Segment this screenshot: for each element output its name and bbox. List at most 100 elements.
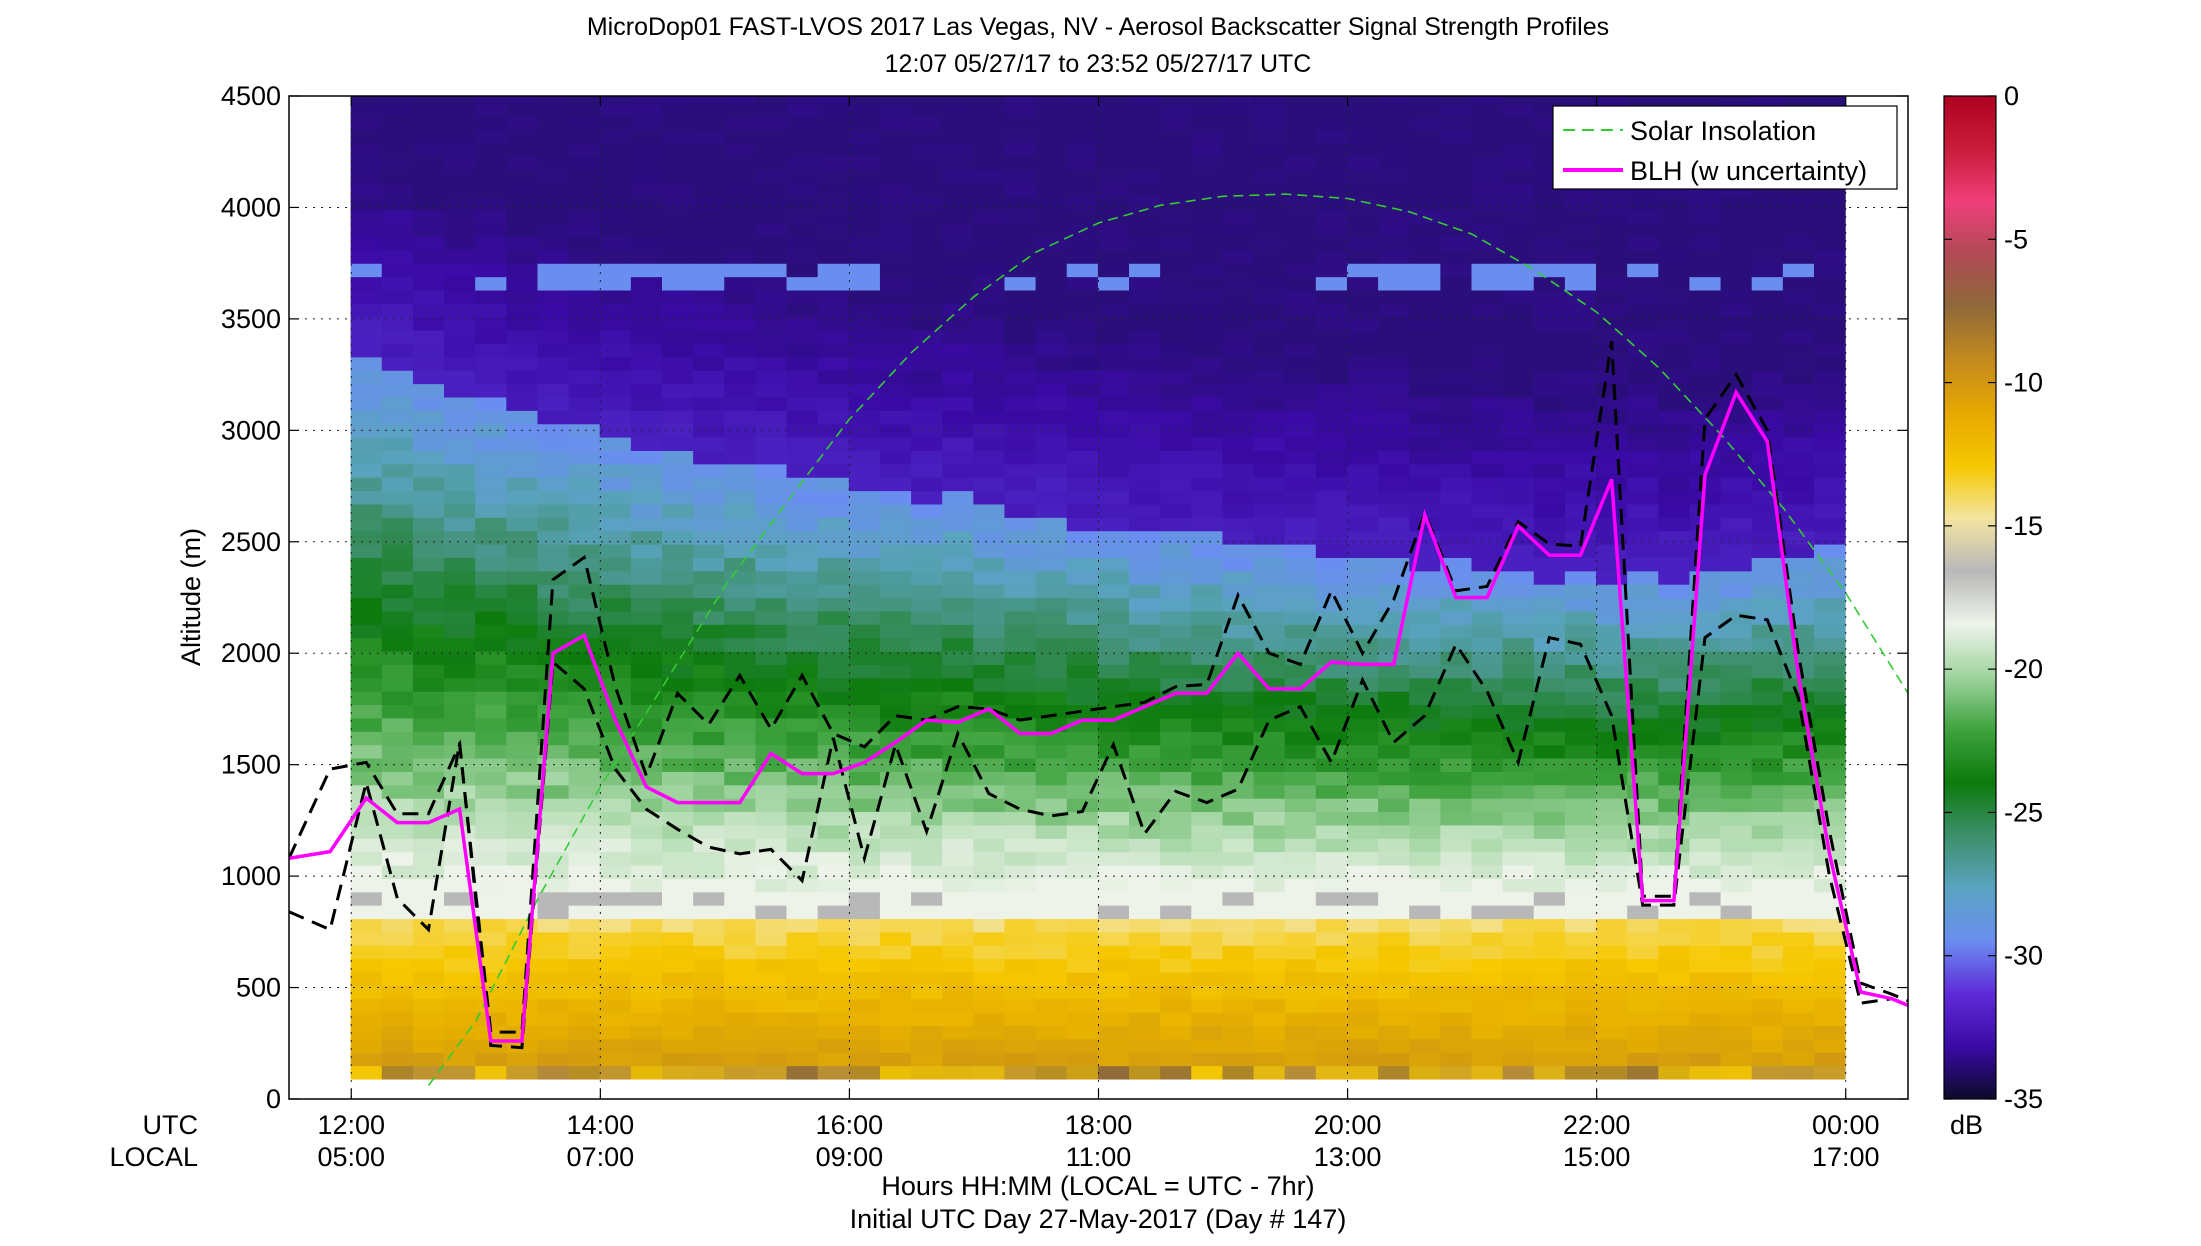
heatmap-cell [381, 517, 414, 532]
heatmap-cell [381, 624, 414, 639]
heatmap-cell [786, 971, 819, 986]
heatmap-cell [1004, 691, 1037, 706]
heatmap-cell [786, 1012, 819, 1027]
heatmap-cell [1097, 463, 1130, 478]
heatmap-cell [1471, 423, 1504, 438]
heatmap-cell [1813, 370, 1846, 385]
heatmap-cell [1129, 664, 1161, 679]
heatmap-cell [1284, 838, 1317, 853]
heatmap-cell [1440, 142, 1473, 157]
heatmap-cell [1378, 878, 1410, 893]
heatmap-cell [444, 998, 476, 1013]
heatmap-cell [1502, 142, 1535, 157]
heatmap-cell [1315, 958, 1348, 973]
heatmap-cell [350, 517, 383, 532]
heatmap-cell [1284, 116, 1317, 131]
heatmap-cell [817, 263, 850, 278]
heatmap-cell [412, 838, 445, 853]
heatmap-cell [381, 503, 414, 518]
heatmap-cell [755, 864, 788, 879]
heatmap-cell [1533, 784, 1566, 799]
heatmap-cell [786, 664, 819, 679]
heatmap-cell [724, 263, 756, 278]
heatmap-cell [1346, 249, 1379, 264]
heatmap-cell [786, 851, 819, 866]
heatmap-cell [1813, 249, 1846, 264]
heatmap-cell [1222, 557, 1255, 572]
heatmap-cell [1035, 356, 1068, 371]
heatmap-cell [1782, 971, 1815, 986]
heatmap-cell [475, 744, 507, 759]
heatmap-cell [537, 691, 570, 706]
heatmap-cell [1315, 971, 1348, 986]
heatmap-cell [661, 557, 694, 572]
heatmap-cell [1533, 316, 1566, 331]
heatmap-cell [412, 437, 445, 451]
heatmap-cell [1129, 838, 1161, 853]
heatmap-cell [568, 316, 601, 331]
heatmap-cell [755, 905, 788, 920]
heatmap-cell [1097, 263, 1130, 278]
heatmap-cell [568, 610, 601, 625]
heatmap-cell [1813, 838, 1846, 853]
heatmap-cell [1097, 891, 1130, 906]
colorbar-tick-label: -20 [2004, 654, 2043, 684]
heatmap-cell [444, 182, 476, 197]
heatmap-cell [1222, 263, 1255, 278]
heatmap-cell [786, 396, 819, 411]
heatmap-cell [1409, 289, 1441, 304]
heatmap-cell [942, 864, 974, 879]
heatmap-cell [381, 303, 414, 318]
heatmap-cell [911, 276, 943, 291]
heatmap-cell [1596, 570, 1628, 585]
heatmap-cell [1782, 784, 1815, 799]
heatmap-cell [724, 96, 756, 104]
heatmap-cell [661, 303, 694, 318]
heatmap-cell [1751, 597, 1784, 612]
heatmap-cell [1191, 370, 1224, 385]
heatmap-cell [1409, 557, 1441, 572]
heatmap-cell [1689, 771, 1722, 786]
heatmap-cell [444, 597, 476, 612]
heatmap-cell [848, 918, 881, 933]
heatmap-cell [1346, 182, 1379, 197]
heatmap-cell [1658, 196, 1691, 211]
heatmap-cell [1564, 811, 1597, 826]
heatmap-cell [1378, 96, 1410, 104]
heatmap-cell [412, 477, 445, 492]
heatmap-cell [381, 196, 414, 211]
heatmap-cell [1097, 503, 1130, 518]
heatmap-cell [1160, 744, 1192, 759]
heatmap-cell [630, 1025, 663, 1040]
heatmap-cell [911, 116, 943, 131]
heatmap-cell [1097, 1065, 1130, 1080]
heatmap-cell [475, 169, 507, 184]
heatmap-cell [1533, 958, 1566, 973]
heatmap-cell [444, 423, 476, 438]
heatmap-cell [1596, 931, 1628, 946]
heatmap-cell [381, 744, 414, 759]
heatmap-cell [1471, 96, 1504, 104]
heatmap-cell [1502, 998, 1535, 1013]
heatmap-cell [1813, 463, 1846, 478]
heatmap-cell [1284, 517, 1317, 532]
heatmap-cell [848, 423, 881, 438]
heatmap-cell [1129, 918, 1161, 933]
heatmap-cell [506, 958, 539, 973]
heatmap-cell [1160, 249, 1192, 264]
heatmap-cell [1253, 223, 1286, 238]
heatmap-cell [1035, 1012, 1068, 1027]
heatmap-cell [568, 624, 601, 639]
heatmap-cell [973, 891, 1006, 906]
heatmap-cell [1129, 263, 1161, 278]
heatmap-cell [848, 316, 881, 331]
heatmap-cell [1409, 851, 1441, 866]
heatmap-cell [1097, 370, 1130, 385]
heatmap-cell [661, 878, 694, 893]
blh-lower-uncertainty-line [289, 613, 1908, 1050]
colorbar-tick-label: -10 [2004, 368, 2043, 398]
heatmap-cell [1751, 343, 1784, 358]
heatmap-cell [1004, 998, 1037, 1013]
heatmap-cell [1533, 744, 1566, 759]
